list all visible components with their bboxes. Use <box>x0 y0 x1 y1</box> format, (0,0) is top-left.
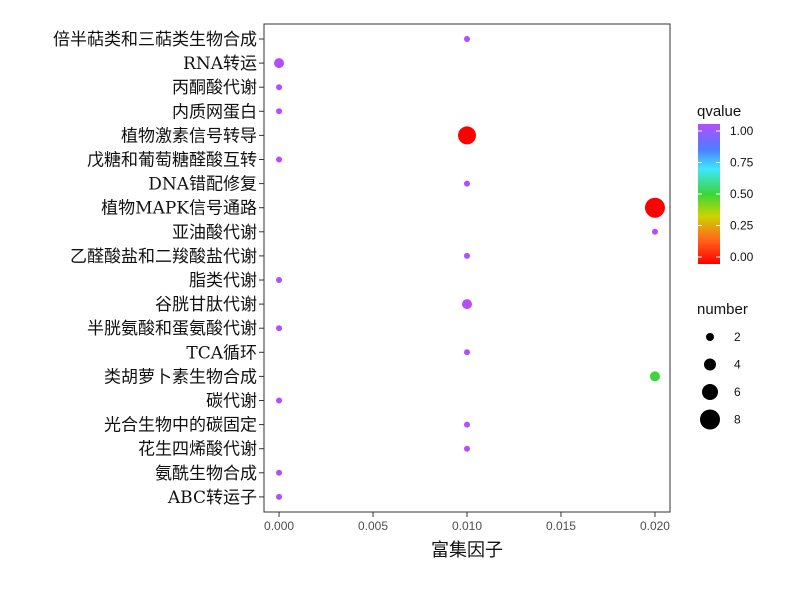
x-axis: 0.000 0.005 0.010 0.015 0.020 <box>264 512 670 533</box>
size-key-label: 8 <box>734 413 741 427</box>
data-point <box>464 180 470 187</box>
y-tick-label: 倍半萜类和三萜类生物合成 <box>53 30 257 50</box>
colorbar-tick-label: 0.50 <box>730 187 754 201</box>
data-point <box>464 36 470 42</box>
y-tick-label: 乙醛酸盐和二羧酸盐代谢 <box>70 247 257 267</box>
y-tick-label: 光合生物中的碳固定 <box>104 416 257 436</box>
size-key-label: 4 <box>734 358 741 372</box>
colorbar-tick-label: 0.00 <box>730 250 754 264</box>
data-point <box>458 126 476 145</box>
y-tick-label: 戊糖和葡萄糖醛酸互转 <box>87 151 257 171</box>
data-points <box>274 36 665 500</box>
x-axis-title: 富集因子 <box>431 540 503 561</box>
y-tick-label: 丙酮酸代谢 <box>172 78 257 98</box>
data-point <box>276 108 283 115</box>
size-key-label: 2 <box>734 330 741 344</box>
y-tick-label: 碳代谢 <box>206 392 257 412</box>
data-point <box>464 421 470 428</box>
qvalue-colorbar <box>698 124 720 264</box>
x-tick-label: 0.020 <box>640 519 670 533</box>
data-point <box>464 349 470 356</box>
y-tick-label: 脂类代谢 <box>189 271 257 291</box>
size-key-dot <box>704 358 716 371</box>
size-key-dot <box>702 384 718 400</box>
legend-size-title: number <box>697 301 748 318</box>
y-tick-label: TCA循环 <box>186 343 257 363</box>
y-tick-label: 氨酰生物合成 <box>155 464 257 484</box>
y-tick-label: ABC转运子 <box>167 488 257 508</box>
legend-color-title: qvalue <box>697 103 741 120</box>
x-tick-label: 0.015 <box>546 519 576 533</box>
x-tick-label: 0.005 <box>358 519 388 533</box>
data-point <box>649 371 660 382</box>
data-point <box>276 277 283 283</box>
x-tick-label: 0.000 <box>264 519 294 533</box>
colorbar-tick-label: 1.00 <box>730 124 754 138</box>
colorbar-tick-label: 0.75 <box>730 156 754 170</box>
data-point <box>464 445 470 452</box>
y-tick-label: 花生四烯酸代谢 <box>138 440 257 460</box>
data-point <box>464 252 470 259</box>
data-point <box>462 299 472 310</box>
data-point <box>276 397 283 404</box>
size-key-label: 6 <box>734 385 741 399</box>
y-tick-label: 谷胱甘肽代谢 <box>155 295 257 315</box>
size-key-dot <box>706 333 714 341</box>
data-point <box>276 493 283 500</box>
colorbar-tick-label: 0.25 <box>730 219 754 233</box>
data-point <box>276 156 283 163</box>
y-tick-label: 植物激素信号转导 <box>121 126 257 146</box>
data-point <box>644 197 665 218</box>
y-tick-label: 类胡萝卜素生物合成 <box>104 367 257 387</box>
data-point <box>276 84 283 91</box>
y-axis: 倍半萜类和三萜类生物合成 RNA转运丙酮酸代谢内质网蛋白植物激素信号转导戊糖和葡萄… <box>53 30 264 508</box>
data-point <box>274 58 285 69</box>
x-tick-label: 0.010 <box>452 519 482 533</box>
legend: qvalue 1.00 0.75 0.50 0.25 0.00 number 2 4 6 8 <box>697 103 754 430</box>
plot-panel <box>263 23 671 513</box>
y-tick-label: 内质网蛋白 <box>172 102 257 122</box>
y-tick-label: 亚油酸代谢 <box>172 223 257 243</box>
y-tick-label: DNA错配修复 <box>148 175 257 195</box>
y-tick-label: 半胱氨酸和蛋氨酸代谢 <box>87 319 257 339</box>
y-tick-label: RNA转运 <box>183 54 257 74</box>
data-point <box>276 469 283 476</box>
size-key-dot <box>700 409 720 430</box>
data-point <box>276 325 283 332</box>
data-point <box>651 228 658 235</box>
y-tick-label: 植物MAPK信号通路 <box>101 199 257 219</box>
